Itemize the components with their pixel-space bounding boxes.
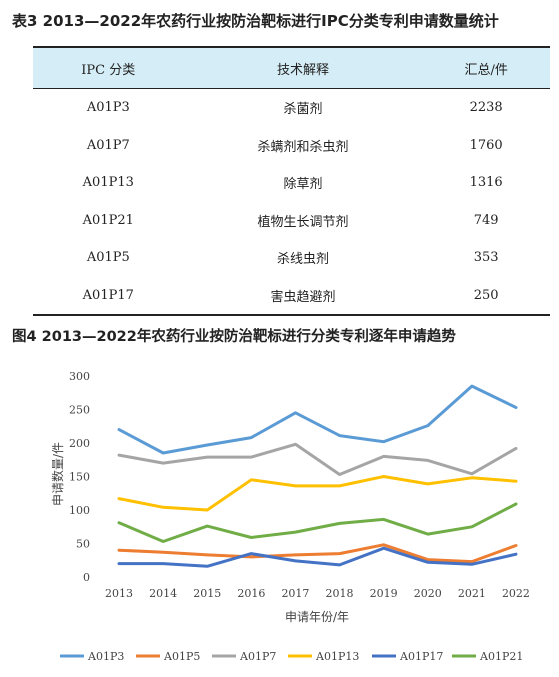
series-line-a01p5 xyxy=(117,543,518,564)
legend-label: A01P13 xyxy=(315,650,359,663)
x-tick-label: 2016 xyxy=(237,587,265,600)
cell-ipc: A01P3 xyxy=(86,100,130,116)
cell-total: 2238 xyxy=(469,100,503,116)
cell-ipc: A01P21 xyxy=(82,212,134,228)
cell-total: 1760 xyxy=(469,137,503,153)
y-tick-label: 300 xyxy=(69,370,90,383)
table-row: A01P5 杀线虫剂 353 xyxy=(33,239,550,277)
series-line-a01p17 xyxy=(117,546,518,568)
x-tick-label: 2017 xyxy=(281,587,309,600)
x-axis-label: 申请年份/年 xyxy=(285,610,349,624)
table-header-row: IPC 分类 技术解释 汇总/件 xyxy=(33,46,550,89)
cell-ipc: A01P7 xyxy=(86,137,130,153)
cell-ipc: A01P13 xyxy=(82,175,134,191)
x-tick-label: 2019 xyxy=(370,587,398,600)
y-tick-label: 100 xyxy=(69,504,90,517)
x-tick-label: 2021 xyxy=(458,587,486,600)
header-ipc: IPC 分类 xyxy=(33,46,184,89)
trend-line-chart: 0 50 100 150 200 250 300 2013 2014 2015 2016 2017 2… xyxy=(50,370,530,663)
table-row: A01P21 植物生长调节剂 749 xyxy=(33,202,550,240)
y-tick-label: 200 xyxy=(69,437,90,450)
cell-total: 749 xyxy=(473,212,499,228)
cell-total: 353 xyxy=(473,250,499,266)
ipc-table: IPC 分类 技术解释 汇总/件 A01P3 杀菌剂 2238 A01P7 杀螨剂和杀虫… xyxy=(33,46,550,316)
cell-description: 害虫趋避剂 xyxy=(183,276,423,316)
header-total: 汇总/件 xyxy=(422,46,550,89)
cell-description: 植物生长调节剂 xyxy=(257,214,349,230)
y-axis-label: 申请数量/件 xyxy=(50,442,65,506)
table-row: A01P17 害虫趋避剂 250 xyxy=(33,276,550,316)
x-tick-label: 2015 xyxy=(193,587,221,600)
cell-ipc: A01P17 xyxy=(33,276,184,316)
y-tick-label: 150 xyxy=(69,471,90,484)
table-row: A01P7 杀螨剂和杀虫剂 1760 xyxy=(33,127,550,165)
legend-label: A01P3 xyxy=(87,650,124,663)
cell-total: 250 xyxy=(422,276,550,316)
cell-description: 除草剂 xyxy=(283,177,323,193)
cell-description: 杀螨剂和杀虫剂 xyxy=(257,139,349,155)
y-tick-label: 0 xyxy=(83,571,90,584)
x-tick-label: 2018 xyxy=(326,587,354,600)
table-title: 表3 2013—2022年农药行业按防治靶标进行IPC分类专利申请数量统计 xyxy=(12,12,499,30)
cell-total: 1316 xyxy=(469,175,503,191)
y-tick-label: 250 xyxy=(69,404,90,417)
legend-label: A01P7 xyxy=(239,650,276,663)
legend-label: A01P5 xyxy=(163,650,200,663)
series-line-a01p21 xyxy=(117,502,518,543)
series-line-a01p13 xyxy=(117,475,518,512)
x-tick-label: 2013 xyxy=(105,587,133,600)
legend-label: A01P17 xyxy=(399,650,443,663)
cell-description: 杀线虫剂 xyxy=(276,252,329,268)
table-row: A01P13 除草剂 1316 xyxy=(33,164,550,202)
x-tick-label: 2020 xyxy=(414,587,442,600)
series-line-a01p7 xyxy=(117,442,518,476)
x-tick-label: 2022 xyxy=(502,587,530,600)
cell-description: 杀菌剂 xyxy=(283,102,323,118)
series-line-a01p3 xyxy=(117,384,518,455)
legend-label: A01P21 xyxy=(479,650,523,663)
y-tick-label: 50 xyxy=(76,538,90,551)
header-description: 技术解释 xyxy=(183,46,423,89)
table-row: A01P3 杀菌剂 2238 xyxy=(33,89,550,127)
chart-title: 图4 2013—2022年农药行业按防治靶标进行分类专利逐年申请趋势 xyxy=(12,329,456,345)
x-tick-label: 2014 xyxy=(149,587,177,600)
cell-ipc: A01P5 xyxy=(86,250,130,266)
